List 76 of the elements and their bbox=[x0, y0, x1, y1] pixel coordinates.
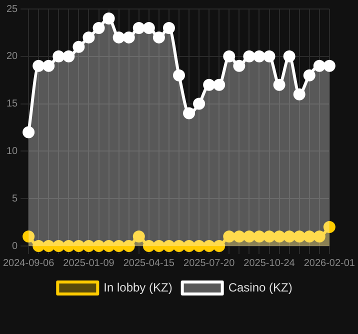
point bbox=[213, 240, 226, 252]
y-tick-label: 10 bbox=[6, 146, 18, 157]
x-tick-label: 2024-09-06 bbox=[3, 258, 55, 269]
x-tick-label: 2025-01-09 bbox=[63, 258, 115, 269]
point bbox=[152, 240, 165, 252]
point bbox=[313, 60, 326, 72]
point bbox=[62, 50, 75, 62]
point bbox=[283, 230, 296, 243]
point bbox=[132, 22, 145, 34]
legend-label: Casino (KZ) bbox=[228, 280, 292, 294]
point bbox=[293, 230, 306, 243]
point bbox=[142, 22, 155, 34]
point bbox=[233, 60, 246, 72]
point bbox=[52, 240, 65, 252]
point bbox=[32, 240, 45, 252]
point bbox=[303, 230, 316, 243]
point bbox=[22, 230, 35, 243]
x-tick-label: 2025-07-20 bbox=[184, 258, 236, 269]
point bbox=[173, 69, 185, 82]
point bbox=[183, 107, 196, 120]
x-tick-label: 2025-04-15 bbox=[123, 258, 175, 269]
point bbox=[293, 88, 306, 100]
point bbox=[203, 240, 216, 252]
point bbox=[303, 69, 316, 82]
point bbox=[223, 50, 236, 62]
point bbox=[233, 230, 246, 243]
point bbox=[183, 240, 196, 252]
point bbox=[223, 230, 236, 243]
point bbox=[263, 230, 276, 243]
legend-label: In lobby (KZ) bbox=[104, 280, 172, 294]
point bbox=[193, 240, 206, 252]
point bbox=[112, 240, 125, 252]
point bbox=[323, 221, 336, 234]
point bbox=[92, 22, 105, 34]
point bbox=[72, 240, 85, 252]
point bbox=[243, 50, 256, 62]
x-tick-label: 2026-02-01 bbox=[304, 258, 356, 269]
y-tick-label: 15 bbox=[6, 98, 18, 110]
point bbox=[82, 31, 95, 44]
point bbox=[313, 230, 326, 243]
point bbox=[173, 240, 185, 252]
point bbox=[92, 240, 105, 252]
y-tick-label: 0 bbox=[12, 240, 18, 252]
point bbox=[102, 12, 115, 24]
point bbox=[42, 60, 55, 72]
point bbox=[132, 230, 145, 243]
point bbox=[323, 60, 336, 72]
point bbox=[62, 240, 75, 252]
point bbox=[253, 230, 266, 243]
x-tick-label: 2025-10-24 bbox=[244, 258, 296, 269]
y-tick-label: 25 bbox=[6, 4, 18, 15]
point bbox=[102, 240, 115, 252]
point bbox=[162, 22, 175, 34]
point bbox=[273, 78, 286, 91]
point bbox=[52, 50, 65, 62]
point bbox=[243, 230, 256, 243]
point bbox=[162, 240, 175, 252]
point bbox=[22, 126, 35, 138]
point bbox=[142, 240, 155, 252]
point bbox=[213, 78, 226, 91]
point bbox=[263, 50, 276, 62]
point bbox=[253, 50, 266, 62]
point bbox=[32, 60, 45, 72]
point bbox=[72, 40, 85, 53]
point bbox=[122, 31, 135, 44]
y-tick-label: 5 bbox=[12, 193, 18, 204]
point bbox=[122, 240, 135, 252]
point bbox=[152, 31, 165, 44]
point bbox=[273, 230, 286, 243]
point bbox=[42, 240, 55, 252]
point bbox=[193, 98, 206, 110]
y-tick-label: 20 bbox=[6, 51, 18, 62]
point bbox=[283, 50, 296, 62]
point bbox=[203, 78, 216, 91]
point bbox=[112, 31, 125, 44]
point bbox=[82, 240, 95, 252]
